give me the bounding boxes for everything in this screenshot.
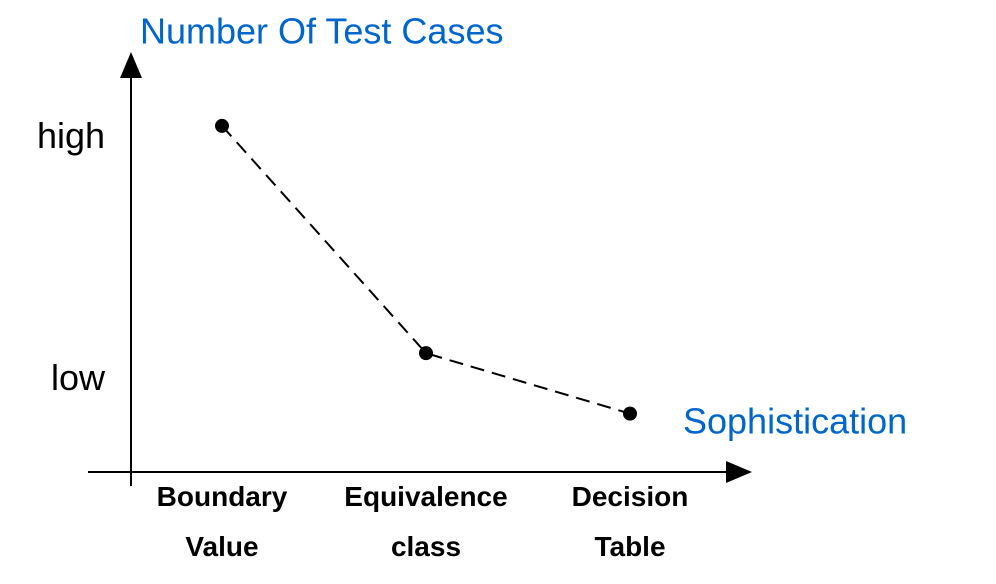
y-tick-label: high: [37, 115, 105, 156]
x-axis-arrow: [726, 461, 752, 483]
x-tick-label: Boundary Value: [156, 481, 288, 562]
data-point: [419, 346, 433, 361]
y-axis-arrow: [120, 52, 142, 78]
chart-title: Number Of Test Cases: [140, 11, 503, 52]
x-axis-label: Sophistication: [683, 401, 907, 442]
data-point: [215, 118, 229, 133]
x-tick-label: Decision Table: [571, 481, 689, 562]
series-line: [221, 125, 631, 415]
x-tick-label: Equivalence class: [344, 481, 508, 562]
data-point: [623, 406, 637, 421]
y-tick-label: low: [51, 357, 106, 398]
